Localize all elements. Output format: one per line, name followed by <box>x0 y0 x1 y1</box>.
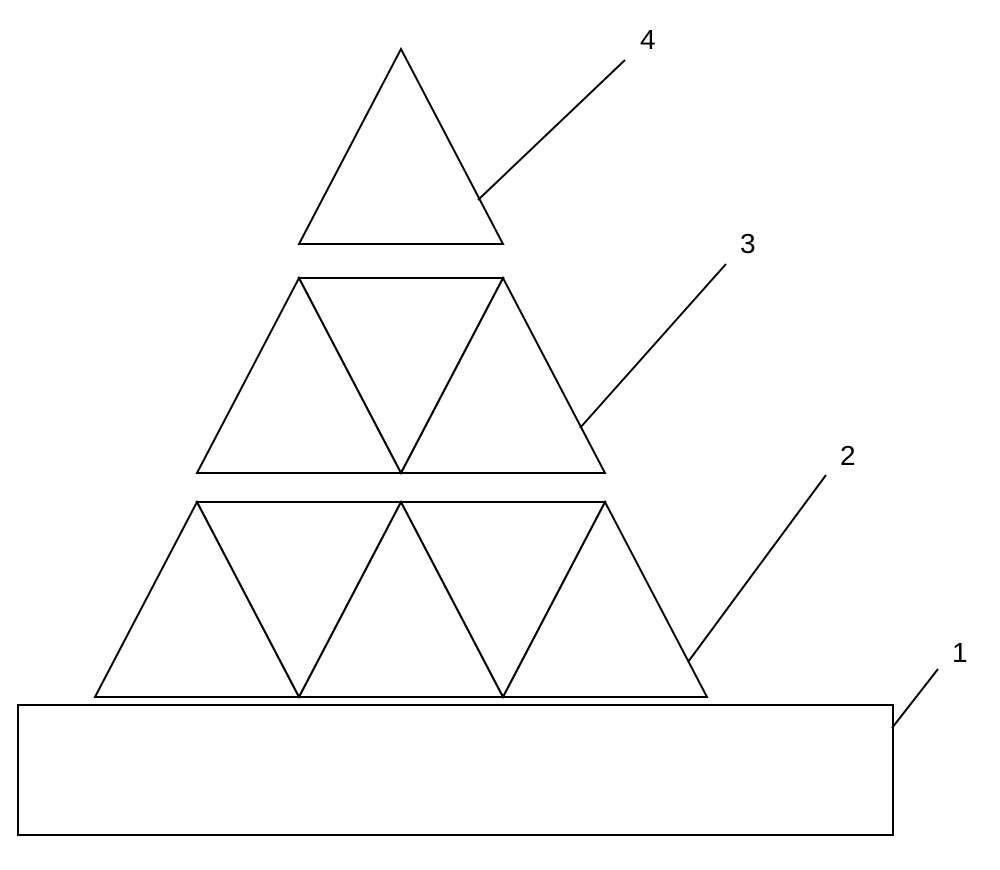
leader-line-label-3 <box>580 264 726 428</box>
triangle-row-1-1 <box>299 502 503 697</box>
triangle-row-2-2 <box>299 278 503 473</box>
base-rect <box>18 705 893 835</box>
triangle-row-2-0 <box>197 278 401 473</box>
label-1: 1 <box>952 637 968 669</box>
label-2: 2 <box>840 440 856 472</box>
triangle-row-1-4 <box>401 502 605 697</box>
triangle-row-1-3 <box>197 502 401 697</box>
leader-line-label-4 <box>478 60 625 200</box>
leader-line-label-2 <box>688 475 826 662</box>
leader-line-label-1 <box>892 669 938 728</box>
triangle-row-3-0 <box>299 49 503 244</box>
diagram-svg <box>0 0 1000 865</box>
label-4: 4 <box>640 24 656 56</box>
triangle-row-1-2 <box>503 502 707 697</box>
diagram-container <box>0 0 1000 865</box>
label-3: 3 <box>740 228 756 260</box>
triangle-row-2-1 <box>401 278 605 473</box>
triangle-row-1-0 <box>95 502 299 697</box>
